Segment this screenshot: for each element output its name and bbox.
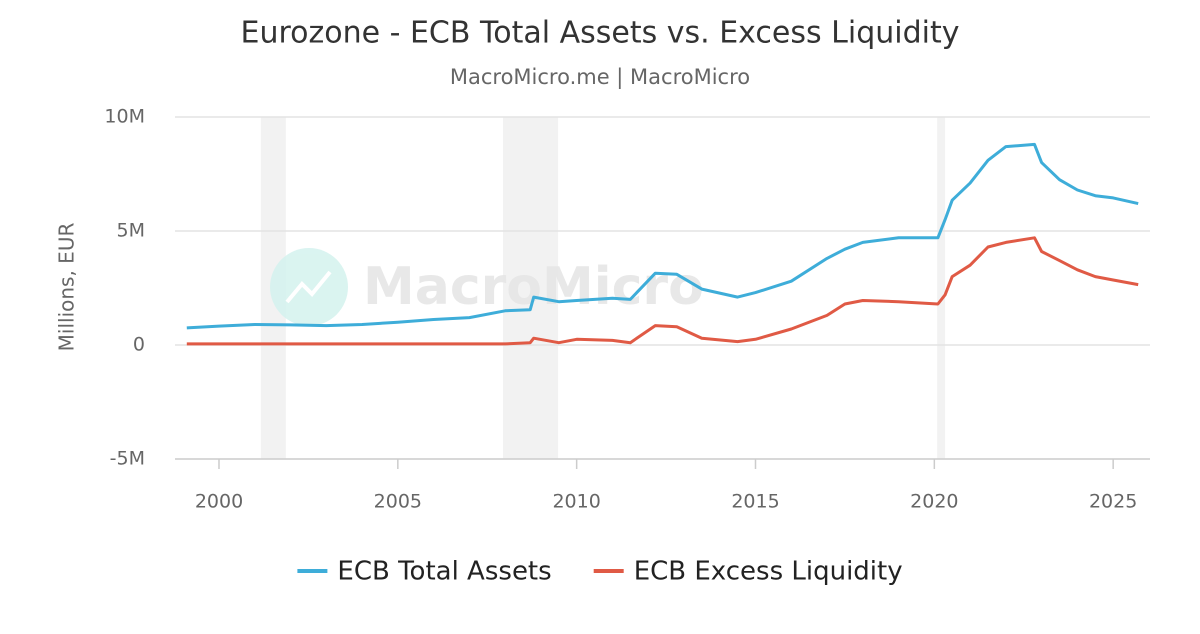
chart-subtitle: MacroMicro.me | MacroMicro xyxy=(450,65,750,90)
series-line xyxy=(186,236,1139,346)
series-line xyxy=(186,142,1139,330)
chart-title: Eurozone - ECB Total Assets vs. Excess L… xyxy=(241,16,960,51)
watermark: MacroMicro xyxy=(270,248,704,326)
x-tick-label: 2020 xyxy=(910,491,958,513)
watermark-logo xyxy=(270,248,348,326)
watermark-icon xyxy=(285,270,332,304)
y-tick-label: 0 xyxy=(133,334,145,356)
legend-label: ECB Total Assets xyxy=(337,557,551,587)
y-tick-label: -5M xyxy=(110,448,145,470)
shaded-range xyxy=(937,117,946,459)
watermark-text: MacroMicro xyxy=(363,257,704,317)
y-tick-label: 5M xyxy=(117,220,145,242)
legend-label: ECB Excess Liquidity xyxy=(634,557,903,587)
x-tick-label: 2010 xyxy=(552,491,600,513)
x-tick-label: 2025 xyxy=(1089,491,1137,513)
x-tick-label: 2000 xyxy=(195,491,243,513)
legend: ECB Total Assets ECB Excess Liquidity xyxy=(297,557,903,587)
y-tick-label: 10M xyxy=(104,106,145,128)
shaded-range xyxy=(502,117,559,459)
y-axis-label: Millions, EUR xyxy=(55,223,79,352)
x-tick-label: 2015 xyxy=(731,491,779,513)
x-tick-label: 2005 xyxy=(374,491,422,513)
